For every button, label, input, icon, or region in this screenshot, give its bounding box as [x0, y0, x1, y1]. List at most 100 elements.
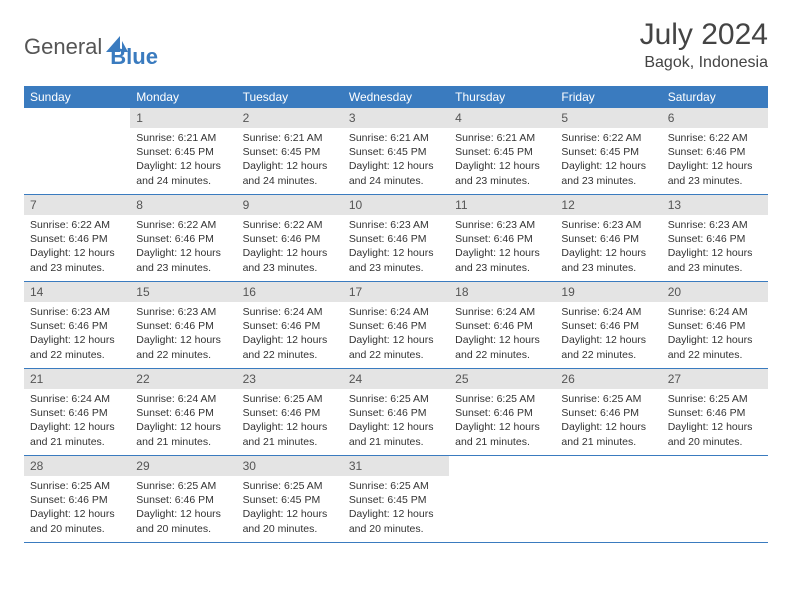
sunset-text: Sunset: 6:46 PM [349, 232, 443, 246]
day-cell: 19Sunrise: 6:24 AMSunset: 6:46 PMDayligh… [555, 282, 661, 368]
weekday-header: Thursday [449, 86, 555, 108]
sunset-text: Sunset: 6:46 PM [30, 493, 124, 507]
daylight-text: Daylight: 12 hours and 21 minutes. [30, 420, 124, 448]
sunset-text: Sunset: 6:46 PM [561, 406, 655, 420]
sunset-text: Sunset: 6:46 PM [136, 406, 230, 420]
page-header: General Blue July 2024 Bagok, Indonesia [24, 18, 768, 72]
day-number: 24 [343, 369, 449, 389]
daylight-text: Daylight: 12 hours and 21 minutes. [455, 420, 549, 448]
calendar: Sunday Monday Tuesday Wednesday Thursday… [24, 86, 768, 543]
daylight-text: Daylight: 12 hours and 20 minutes. [668, 420, 762, 448]
sunset-text: Sunset: 6:46 PM [243, 232, 337, 246]
month-title: July 2024 [640, 18, 768, 52]
day-data: Sunrise: 6:25 AMSunset: 6:46 PMDaylight:… [130, 476, 236, 540]
day-data: Sunrise: 6:23 AMSunset: 6:46 PMDaylight:… [662, 215, 768, 279]
day-cell: 27Sunrise: 6:25 AMSunset: 6:46 PMDayligh… [662, 369, 768, 455]
day-cell [449, 456, 555, 542]
day-number: 12 [555, 195, 661, 215]
daylight-text: Daylight: 12 hours and 24 minutes. [349, 159, 443, 187]
day-number: 23 [237, 369, 343, 389]
day-number: 22 [130, 369, 236, 389]
sunset-text: Sunset: 6:46 PM [349, 319, 443, 333]
sunrise-text: Sunrise: 6:25 AM [243, 392, 337, 406]
brand-part2: Blue [110, 44, 158, 70]
day-data: Sunrise: 6:25 AMSunset: 6:46 PMDaylight:… [24, 476, 130, 540]
day-number: 20 [662, 282, 768, 302]
weekday-header-row: Sunday Monday Tuesday Wednesday Thursday… [24, 86, 768, 108]
sunset-text: Sunset: 6:46 PM [30, 319, 124, 333]
sunset-text: Sunset: 6:46 PM [668, 319, 762, 333]
daylight-text: Daylight: 12 hours and 23 minutes. [30, 246, 124, 274]
daylight-text: Daylight: 12 hours and 22 minutes. [243, 333, 337, 361]
daylight-text: Daylight: 12 hours and 22 minutes. [561, 333, 655, 361]
day-data: Sunrise: 6:22 AMSunset: 6:45 PMDaylight:… [555, 128, 661, 192]
day-data: Sunrise: 6:24 AMSunset: 6:46 PMDaylight:… [449, 302, 555, 366]
week-row: 1Sunrise: 6:21 AMSunset: 6:45 PMDaylight… [24, 108, 768, 195]
sunset-text: Sunset: 6:46 PM [136, 493, 230, 507]
day-number: 26 [555, 369, 661, 389]
day-data: Sunrise: 6:25 AMSunset: 6:46 PMDaylight:… [343, 389, 449, 453]
brand-logo: General Blue [24, 24, 158, 70]
day-data: Sunrise: 6:23 AMSunset: 6:46 PMDaylight:… [24, 302, 130, 366]
day-number: 7 [24, 195, 130, 215]
day-number: 31 [343, 456, 449, 476]
day-cell: 26Sunrise: 6:25 AMSunset: 6:46 PMDayligh… [555, 369, 661, 455]
day-cell: 11Sunrise: 6:23 AMSunset: 6:46 PMDayligh… [449, 195, 555, 281]
sunrise-text: Sunrise: 6:24 AM [136, 392, 230, 406]
day-data: Sunrise: 6:21 AMSunset: 6:45 PMDaylight:… [130, 128, 236, 192]
day-data: Sunrise: 6:25 AMSunset: 6:45 PMDaylight:… [343, 476, 449, 540]
daylight-text: Daylight: 12 hours and 20 minutes. [30, 507, 124, 535]
day-cell: 10Sunrise: 6:23 AMSunset: 6:46 PMDayligh… [343, 195, 449, 281]
day-cell: 17Sunrise: 6:24 AMSunset: 6:46 PMDayligh… [343, 282, 449, 368]
day-cell: 22Sunrise: 6:24 AMSunset: 6:46 PMDayligh… [130, 369, 236, 455]
day-number: 5 [555, 108, 661, 128]
sunset-text: Sunset: 6:46 PM [349, 406, 443, 420]
day-data: Sunrise: 6:24 AMSunset: 6:46 PMDaylight:… [555, 302, 661, 366]
weeks-container: 1Sunrise: 6:21 AMSunset: 6:45 PMDaylight… [24, 108, 768, 543]
day-cell: 4Sunrise: 6:21 AMSunset: 6:45 PMDaylight… [449, 108, 555, 194]
sunset-text: Sunset: 6:46 PM [136, 232, 230, 246]
day-data: Sunrise: 6:25 AMSunset: 6:46 PMDaylight:… [449, 389, 555, 453]
day-cell: 5Sunrise: 6:22 AMSunset: 6:45 PMDaylight… [555, 108, 661, 194]
sunset-text: Sunset: 6:46 PM [668, 406, 762, 420]
day-number: 30 [237, 456, 343, 476]
brand-part1: General [24, 34, 102, 60]
day-cell: 13Sunrise: 6:23 AMSunset: 6:46 PMDayligh… [662, 195, 768, 281]
daylight-text: Daylight: 12 hours and 20 minutes. [243, 507, 337, 535]
day-number: 15 [130, 282, 236, 302]
day-cell: 18Sunrise: 6:24 AMSunset: 6:46 PMDayligh… [449, 282, 555, 368]
sunset-text: Sunset: 6:46 PM [455, 232, 549, 246]
sunrise-text: Sunrise: 6:21 AM [455, 131, 549, 145]
day-data: Sunrise: 6:23 AMSunset: 6:46 PMDaylight:… [343, 215, 449, 279]
day-data: Sunrise: 6:24 AMSunset: 6:46 PMDaylight:… [24, 389, 130, 453]
daylight-text: Daylight: 12 hours and 24 minutes. [136, 159, 230, 187]
daylight-text: Daylight: 12 hours and 22 minutes. [668, 333, 762, 361]
sunset-text: Sunset: 6:46 PM [243, 319, 337, 333]
title-block: July 2024 Bagok, Indonesia [640, 18, 768, 72]
sunrise-text: Sunrise: 6:23 AM [455, 218, 549, 232]
day-data: Sunrise: 6:25 AMSunset: 6:46 PMDaylight:… [237, 389, 343, 453]
week-row: 28Sunrise: 6:25 AMSunset: 6:46 PMDayligh… [24, 456, 768, 543]
day-cell: 8Sunrise: 6:22 AMSunset: 6:46 PMDaylight… [130, 195, 236, 281]
day-number: 11 [449, 195, 555, 215]
daylight-text: Daylight: 12 hours and 24 minutes. [243, 159, 337, 187]
daylight-text: Daylight: 12 hours and 23 minutes. [668, 246, 762, 274]
day-cell: 2Sunrise: 6:21 AMSunset: 6:45 PMDaylight… [237, 108, 343, 194]
day-number: 2 [237, 108, 343, 128]
sunrise-text: Sunrise: 6:25 AM [349, 392, 443, 406]
daylight-text: Daylight: 12 hours and 22 minutes. [30, 333, 124, 361]
sunrise-text: Sunrise: 6:22 AM [30, 218, 124, 232]
day-data: Sunrise: 6:22 AMSunset: 6:46 PMDaylight:… [24, 215, 130, 279]
day-data: Sunrise: 6:23 AMSunset: 6:46 PMDaylight:… [449, 215, 555, 279]
weekday-header: Saturday [662, 86, 768, 108]
day-data: Sunrise: 6:22 AMSunset: 6:46 PMDaylight:… [237, 215, 343, 279]
day-cell: 30Sunrise: 6:25 AMSunset: 6:45 PMDayligh… [237, 456, 343, 542]
day-cell: 3Sunrise: 6:21 AMSunset: 6:45 PMDaylight… [343, 108, 449, 194]
sunrise-text: Sunrise: 6:25 AM [136, 479, 230, 493]
sunset-text: Sunset: 6:46 PM [136, 319, 230, 333]
sunrise-text: Sunrise: 6:25 AM [455, 392, 549, 406]
sunrise-text: Sunrise: 6:22 AM [243, 218, 337, 232]
weekday-header: Sunday [24, 86, 130, 108]
day-cell: 25Sunrise: 6:25 AMSunset: 6:46 PMDayligh… [449, 369, 555, 455]
day-data: Sunrise: 6:21 AMSunset: 6:45 PMDaylight:… [343, 128, 449, 192]
